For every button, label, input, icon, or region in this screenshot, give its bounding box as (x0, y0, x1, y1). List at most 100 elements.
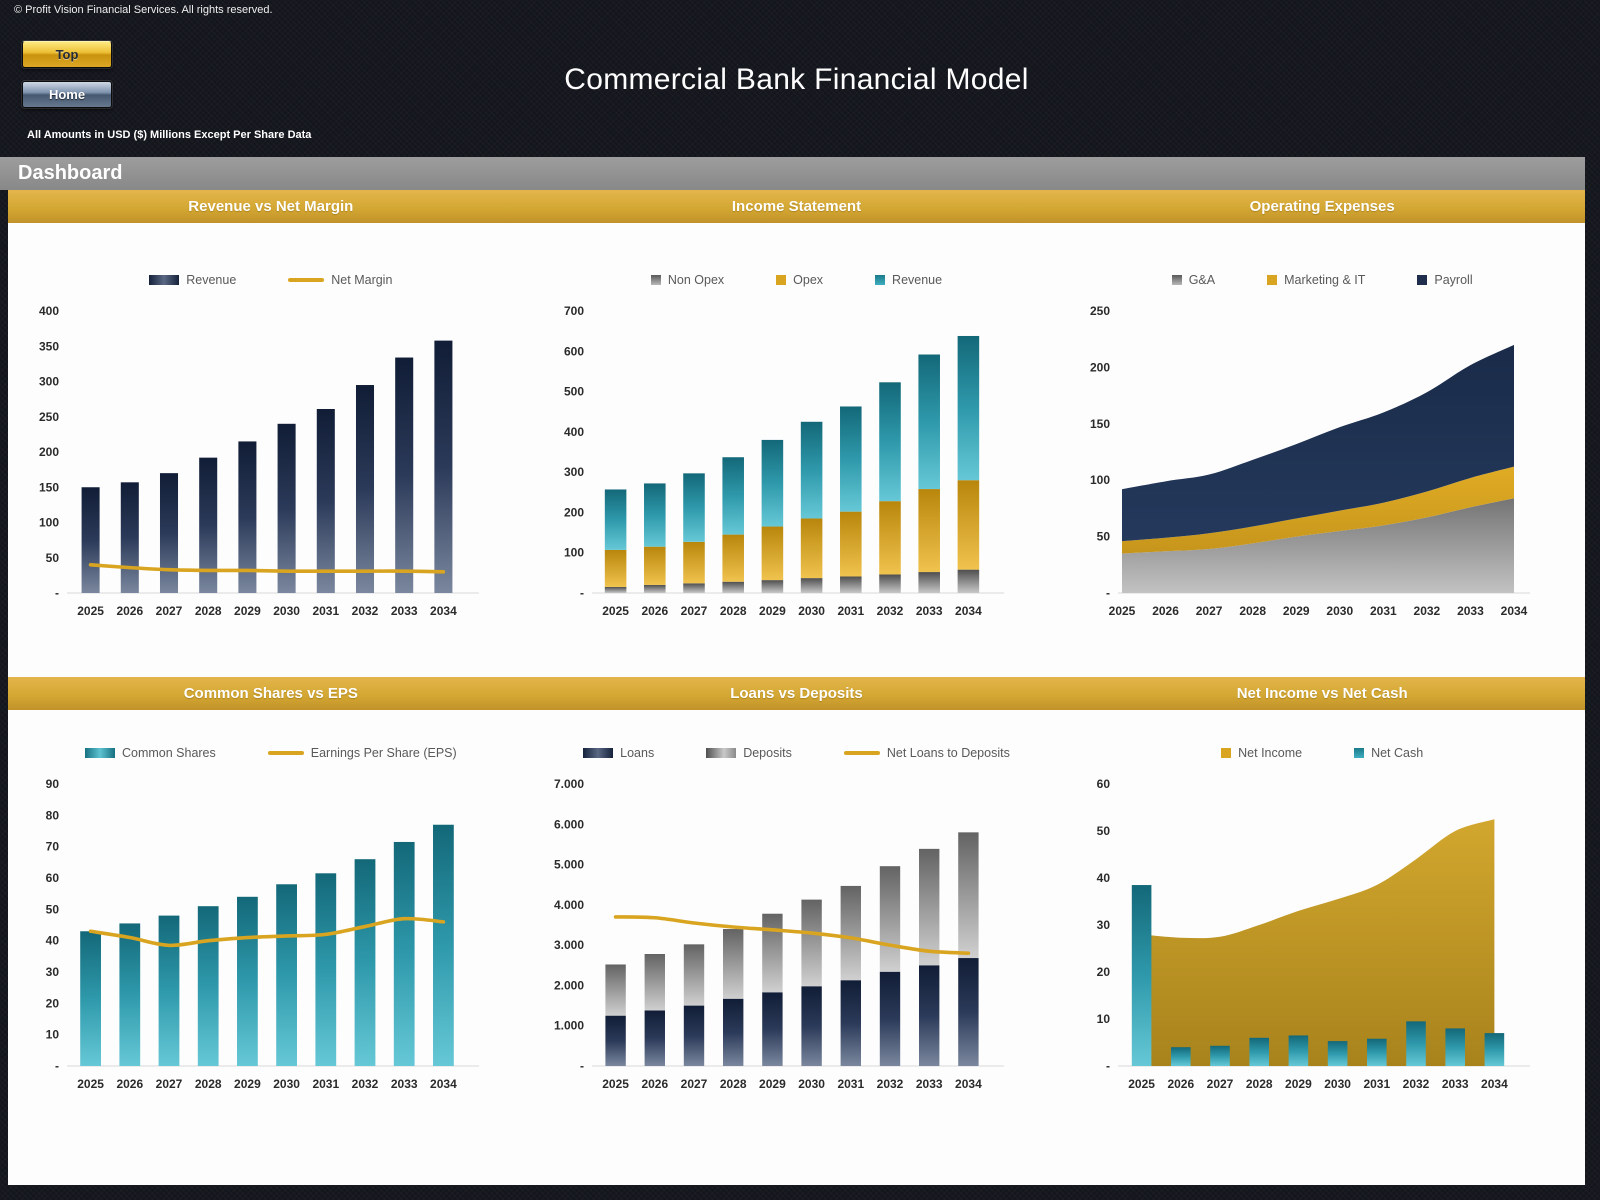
svg-text:2026: 2026 (1152, 604, 1179, 618)
legend-swatch (875, 275, 886, 285)
svg-text:350: 350 (39, 339, 59, 353)
svg-text:2027: 2027 (1207, 1077, 1234, 1091)
svg-text:2033: 2033 (391, 1077, 418, 1091)
svg-text:-: - (55, 586, 59, 600)
svg-text:10: 10 (45, 1028, 59, 1042)
legend-item: Earnings Per Share (EPS) (267, 746, 457, 760)
svg-text:2032: 2032 (877, 1077, 904, 1091)
svg-text:-: - (580, 1059, 584, 1073)
svg-text:60: 60 (1097, 777, 1111, 791)
svg-text:2030: 2030 (1327, 604, 1354, 618)
svg-text:2029: 2029 (234, 604, 261, 618)
legend-item: Non Opex (650, 273, 724, 287)
chart-legend-c3: G&A Marketing & IT Payroll (1171, 269, 1473, 291)
legend-line-swatch (267, 751, 304, 755)
svg-text:2031: 2031 (1364, 1077, 1391, 1091)
svg-text:2026: 2026 (642, 1077, 669, 1091)
legend-item: G&A (1171, 273, 1216, 287)
chart-legend-c1: Revenue Net Margin (149, 269, 392, 291)
svg-text:2030: 2030 (273, 604, 300, 618)
chart-panel-income-statement: Non Opex Opex Revenue 700 600 500 400 300 200 100… (534, 223, 1060, 677)
svg-text:100: 100 (39, 516, 59, 530)
legend-item: Net Loans to Deposits (843, 746, 1010, 760)
legend-label: Deposits (743, 746, 792, 760)
legend-item: Common Shares (84, 746, 216, 760)
svg-text:2033: 2033 (1457, 604, 1484, 618)
svg-text:50: 50 (1097, 824, 1111, 838)
svg-text:4.000: 4.000 (554, 898, 584, 912)
legend-item: Revenue (149, 273, 236, 287)
svg-text:2025: 2025 (603, 604, 630, 618)
chart-title-bar-row2: Common Shares vs EPS Loans vs Deposits N… (8, 677, 1585, 710)
svg-text:200: 200 (1090, 360, 1110, 374)
legend-swatch (1417, 275, 1428, 285)
svg-text:2027: 2027 (681, 604, 708, 618)
chart-title-income-statement: Income Statement (731, 198, 862, 215)
svg-text:2033: 2033 (916, 1077, 943, 1091)
svg-text:200: 200 (564, 505, 584, 519)
legend-label: Payroll (1434, 273, 1473, 287)
svg-text:3.000: 3.000 (554, 938, 584, 952)
legend-label: Net Margin (331, 273, 393, 287)
svg-text:2028: 2028 (720, 604, 747, 618)
legend-swatch (776, 275, 787, 285)
svg-text:6.000: 6.000 (554, 817, 584, 831)
dashboard-content: Revenue vs Net Margin Income Statement O… (8, 190, 1585, 1185)
copyright-text: © Profit Vision Financial Services. All … (14, 4, 273, 16)
svg-text:250: 250 (1090, 304, 1110, 318)
legend-item: Net Income (1221, 746, 1302, 760)
svg-text:2030: 2030 (273, 1077, 300, 1091)
svg-text:40: 40 (45, 934, 59, 948)
chart-svg-c6: 60 50 40 30 20 10 - 2025 2026 2027 2028 2029 2030 203… (1097, 777, 1531, 1091)
legend-swatch (583, 748, 614, 758)
chart-title-net-income-vs-net-cash: Net Income vs Net Cash (1236, 685, 1408, 702)
svg-text:1.000: 1.000 (554, 1019, 584, 1033)
svg-text:50: 50 (45, 902, 59, 916)
svg-text:-: - (55, 1059, 59, 1073)
svg-text:2027: 2027 (155, 604, 182, 618)
chart-title-operating-expenses: Operating Expenses (1249, 198, 1395, 215)
legend-swatch (1354, 748, 1365, 758)
svg-text:2030: 2030 (1324, 1077, 1351, 1091)
legend-label: Common Shares (121, 746, 216, 760)
legend-label: Net Income (1238, 746, 1303, 760)
svg-text:2029: 2029 (760, 604, 787, 618)
home-button[interactable]: Home (22, 81, 112, 108)
svg-text:2029: 2029 (1283, 604, 1310, 618)
svg-text:400: 400 (39, 304, 59, 318)
svg-text:2032: 2032 (877, 604, 904, 618)
legend-label: Loans (620, 746, 655, 760)
svg-text:200: 200 (39, 445, 59, 459)
legend-line-swatch (843, 751, 880, 755)
svg-text:300: 300 (39, 375, 59, 389)
svg-text:2034: 2034 (430, 604, 457, 618)
legend-swatch (1171, 275, 1182, 285)
legend-label: G&A (1188, 273, 1216, 287)
legend-swatch (706, 748, 737, 758)
svg-text:2033: 2033 (916, 604, 943, 618)
svg-text:2026: 2026 (116, 604, 143, 618)
svg-text:2032: 2032 (351, 1077, 378, 1091)
dashboard-section-bar: Dashboard (0, 157, 1585, 190)
top-button[interactable]: Top (22, 41, 112, 68)
svg-text:7.000: 7.000 (554, 777, 584, 791)
svg-text:2033: 2033 (391, 604, 418, 618)
chart-svg-c5: 7.000 6.000 5.000 4.000 3.000 2.000 1.000 - 2025… (554, 777, 1005, 1091)
chart-panel-common-shares-vs-eps: Common Shares Earnings Per Share (EPS) 90 8… (8, 710, 534, 1185)
svg-text:2028: 2028 (720, 1077, 747, 1091)
chart-svg-c2: 700 600 500 400 300 200 100 - 2025 2026 2027 2028 20… (564, 304, 1005, 618)
chart-title-loans-vs-deposits: Loans vs Deposits (730, 685, 863, 702)
charts-row-1: Revenue Net Margin 400 350 300 250 200 150 100 50… (8, 223, 1585, 677)
svg-text:2027: 2027 (1196, 604, 1223, 618)
svg-text:2034: 2034 (430, 1077, 457, 1091)
svg-text:40: 40 (1097, 871, 1111, 885)
svg-text:2028: 2028 (195, 604, 222, 618)
svg-text:2032: 2032 (1414, 604, 1441, 618)
legend-item: Net Margin (288, 273, 392, 287)
chart-svg-c4: 90 80 70 60 50 40 30 20 10 - 2025 2026 2027 2028 2029 2… (45, 777, 479, 1091)
chart-panel-operating-expenses: G&A Marketing & IT Payroll 250 200 150 100 50-2… (1059, 223, 1585, 677)
svg-text:2030: 2030 (799, 604, 826, 618)
svg-text:150: 150 (39, 480, 59, 494)
svg-text:10: 10 (1097, 1012, 1111, 1026)
